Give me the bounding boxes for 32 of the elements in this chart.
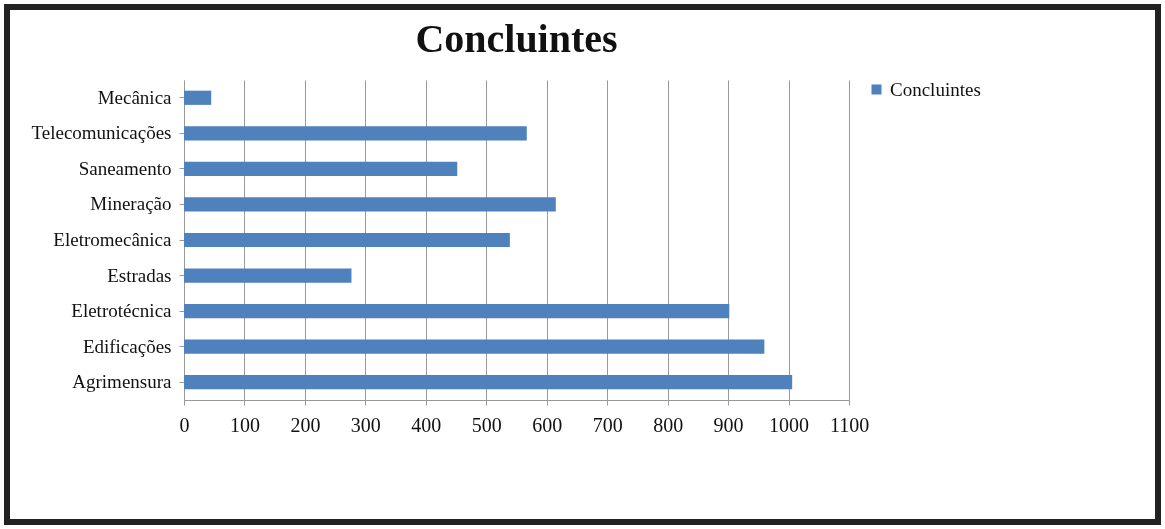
y-tick-label: Estradas xyxy=(107,264,172,286)
y-tick-label: Agrimensura xyxy=(72,371,173,393)
x-tick-label: 400 xyxy=(411,413,442,436)
x-tick-label: 200 xyxy=(290,413,321,436)
x-tick-label: 100 xyxy=(229,413,260,436)
x-tick-label: 900 xyxy=(713,413,744,436)
x-tick-label: 1000 xyxy=(769,413,810,436)
x-tick-label: 1100 xyxy=(829,413,870,436)
x-tick-label: 800 xyxy=(653,413,684,436)
y-tick-label: Mecânica xyxy=(97,86,173,108)
x-tick-label: 600 xyxy=(532,413,563,436)
chart-title: Concluintes xyxy=(415,16,618,61)
y-tick-label: Eletrotécnica xyxy=(71,300,173,322)
bar xyxy=(184,90,212,105)
bar xyxy=(184,197,556,212)
bar xyxy=(184,268,352,283)
bar xyxy=(184,375,793,390)
y-tick-label: Mineração xyxy=(90,193,172,215)
bar xyxy=(184,232,510,248)
x-tick-label: 700 xyxy=(592,413,623,436)
y-tick-label: Edificações xyxy=(82,335,172,357)
x-tick-label: 0 xyxy=(179,413,190,436)
y-tick-label: Eletromecânica xyxy=(53,229,173,250)
y-tick-label: Saneamento xyxy=(78,157,172,179)
x-tick-label: 500 xyxy=(471,413,502,436)
legend-label: Concluintes xyxy=(890,78,981,100)
y-tick-label: Telecomunicações xyxy=(31,122,172,144)
bar xyxy=(184,304,730,319)
x-tick-label: 300 xyxy=(350,413,381,436)
bar xyxy=(184,126,527,141)
bar xyxy=(184,161,458,176)
bar xyxy=(184,339,765,354)
